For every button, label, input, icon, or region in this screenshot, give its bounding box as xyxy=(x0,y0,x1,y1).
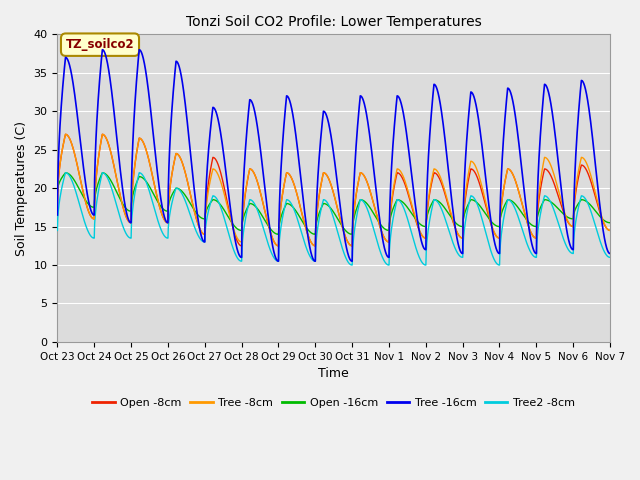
Y-axis label: Soil Temperatures (C): Soil Temperatures (C) xyxy=(15,120,28,256)
Text: TZ_soilco2: TZ_soilco2 xyxy=(66,38,134,51)
Legend: Open -8cm, Tree -8cm, Open -16cm, Tree -16cm, Tree2 -8cm: Open -8cm, Tree -8cm, Open -16cm, Tree -… xyxy=(88,394,579,412)
X-axis label: Time: Time xyxy=(318,367,349,380)
Title: Tonzi Soil CO2 Profile: Lower Temperatures: Tonzi Soil CO2 Profile: Lower Temperatur… xyxy=(186,15,481,29)
